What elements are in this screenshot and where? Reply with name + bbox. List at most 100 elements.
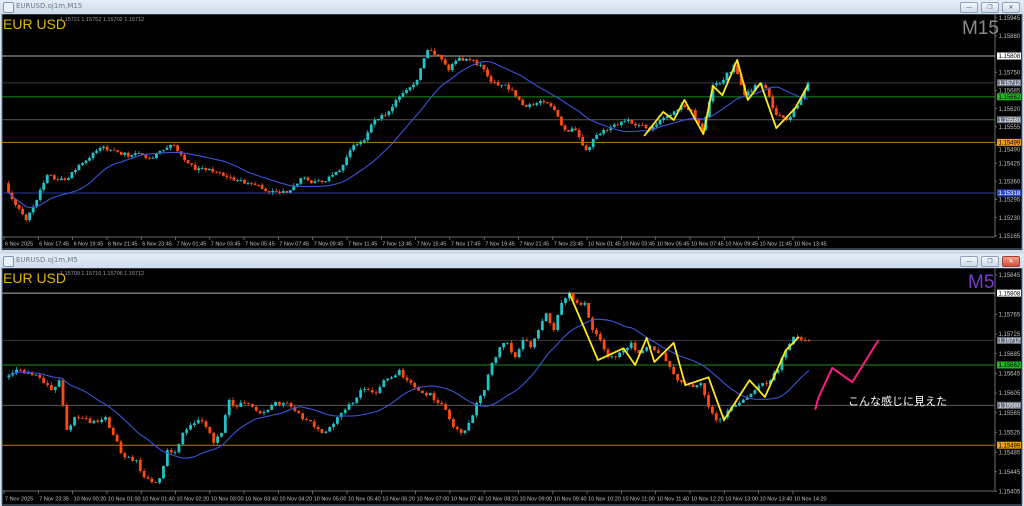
candle-bearish [736, 64, 739, 75]
candle-bearish [432, 393, 436, 401]
candle-bearish [652, 346, 656, 351]
candle-bullish [753, 85, 757, 91]
candle-bullish [262, 411, 266, 414]
candle-bearish [49, 385, 53, 391]
time-label: 10 Nov 11:45 [760, 242, 792, 248]
candle-bearish [482, 64, 486, 70]
candle-bullish [77, 165, 81, 171]
time-label: 10 Nov 03:40 [245, 497, 278, 503]
candle-bearish [21, 208, 25, 215]
level-price-label: 1.15499 [999, 141, 1021, 147]
candle-bearish [119, 441, 123, 454]
annotation-text: こんな感じに見えた [848, 395, 947, 408]
price-label: 1.15565 [999, 411, 1021, 417]
candle-bearish [637, 349, 641, 354]
candle-bullish [332, 423, 335, 428]
candle-bullish [560, 302, 564, 315]
candle-bearish [475, 60, 479, 66]
candle-bearish [126, 152, 130, 157]
candle-bearish [63, 178, 67, 180]
candle-bearish [421, 390, 424, 394]
time-label: 7 Nov 13:45 [382, 242, 412, 248]
candle-bullish [570, 128, 574, 132]
candle-bearish [214, 171, 218, 173]
time-label: 10 Nov 01:45 [588, 242, 621, 248]
price-chart-m15[interactable]: 1.15808 1.15712 1.15662 1.15580 1.15499 1.153… [0, 14, 1024, 250]
candle-bearish [459, 429, 463, 433]
candle-bearish [293, 406, 297, 412]
candle-bullish [151, 158, 155, 159]
candle-bullish [533, 338, 536, 348]
candle-bearish [444, 404, 448, 410]
candle-bearish [513, 352, 517, 358]
time-label: 10 Nov 12:20 [691, 497, 724, 503]
candle-bullish [246, 183, 250, 184]
time-label: 10 Nov 05:00 [314, 497, 347, 503]
candle-bearish [778, 114, 782, 116]
level-price-tag [997, 93, 1021, 101]
candle-bearish [115, 434, 119, 442]
candle-bearish [630, 120, 634, 124]
candle-bullish [588, 147, 592, 150]
close-button[interactable]: ✕ [1002, 256, 1020, 267]
price-label: 1.15845 [999, 273, 1021, 279]
candle-bearish [61, 380, 65, 405]
minimize-button[interactable]: — [960, 256, 978, 267]
level-price-label: 1.15712 [999, 81, 1021, 87]
candle-bearish [7, 183, 10, 193]
candle-bullish [189, 425, 192, 430]
level-price-label: 1.15580 [999, 118, 1021, 124]
candle-bullish [351, 402, 355, 405]
candle-bullish [623, 120, 627, 122]
time-label: 10 Nov 08:20 [485, 497, 518, 503]
minimize-button[interactable]: — [960, 2, 978, 13]
candle-bearish [366, 389, 370, 391]
time-label: 7 Nov 03:45 [211, 242, 241, 248]
candle-bearish [486, 69, 489, 77]
level-price-tag [997, 441, 1021, 449]
candle-bullish [734, 405, 737, 407]
level-price-label: 1.15662 [999, 363, 1021, 369]
candle-bullish [651, 126, 655, 131]
candle-bullish [715, 83, 718, 86]
time-label: 10 Nov 13:00 [725, 497, 758, 503]
candle-bearish [49, 175, 53, 176]
window-title: EURUSD.oj1m,M15 [16, 2, 83, 10]
candle-bearish [591, 317, 594, 331]
candle-bearish [306, 177, 310, 181]
candle-bullish [165, 147, 169, 150]
close-button[interactable]: ✕ [1002, 2, 1020, 13]
candle-bullish [503, 84, 507, 86]
candle-bullish [506, 342, 509, 344]
ohlc-readout: 1.15721 1.15752 1.15702 1.15712 [60, 17, 145, 23]
symbol-legend: EUR USD [3, 16, 67, 32]
level-price-tag [997, 52, 1021, 60]
prediction-drawing [814, 339, 880, 411]
candle-bullish [281, 402, 285, 405]
candle-bearish [52, 175, 56, 180]
level-price-label: 1.15318 [999, 191, 1021, 197]
price-chart-m5[interactable]: 1.15808 1.15712 1.15662 1.15580 1.15499 1.158… [0, 268, 1024, 506]
candle-bullish [718, 419, 722, 421]
time-label: 10 Nov 06:20 [382, 497, 415, 503]
restore-button[interactable]: ❐ [981, 2, 999, 13]
candle-bullish [69, 425, 73, 430]
time-label: 6 Nov 19:45 [74, 242, 104, 248]
candle-bearish [278, 401, 281, 405]
candle-bullish [15, 369, 18, 373]
candle-bullish [792, 336, 795, 345]
window-titlebar[interactable]: EURUSD.oj1m,M15 — ❐ ✕ [0, 0, 1024, 14]
candle-bearish [455, 427, 459, 430]
candle-bullish [281, 191, 285, 193]
time-label: 10 Nov 05:45 [657, 242, 690, 248]
candle-bullish [672, 111, 676, 115]
window-titlebar[interactable]: EURUSD.oj1m,M5 — ❐ ✕ [0, 254, 1024, 268]
candle-bullish [725, 72, 729, 81]
candle-bullish [324, 181, 327, 183]
candle-bullish [295, 183, 299, 186]
restore-button[interactable]: ❐ [981, 256, 999, 267]
candle-bearish [96, 420, 100, 423]
candle-bearish [598, 334, 602, 340]
time-label: 10 Nov 09:40 [554, 497, 587, 503]
candle-bearish [633, 342, 637, 350]
